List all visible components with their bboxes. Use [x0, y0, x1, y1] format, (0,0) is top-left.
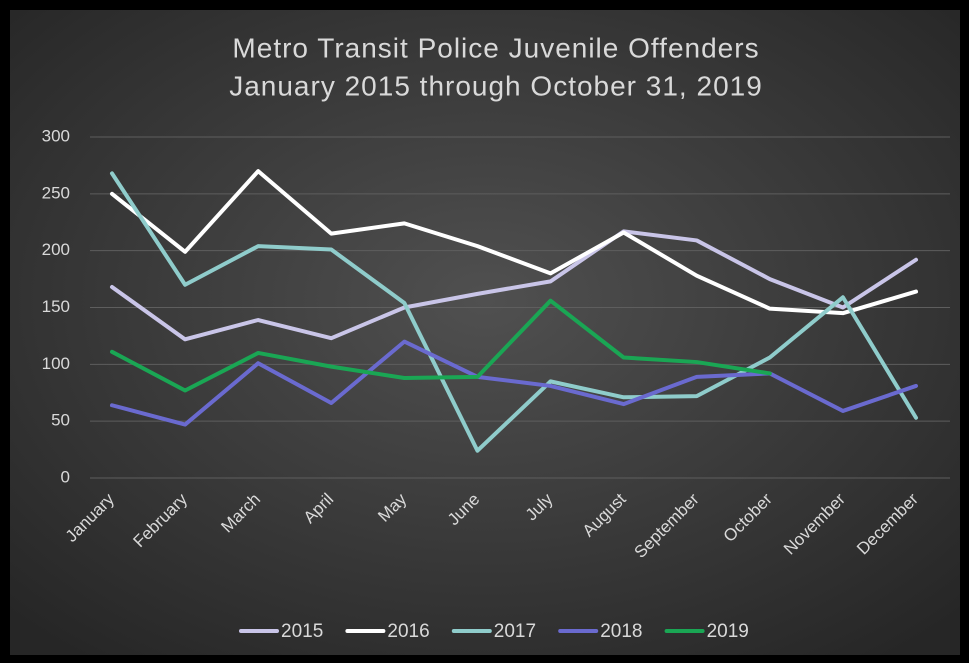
y-tick-label: 200 — [42, 240, 70, 259]
y-tick-label: 300 — [42, 126, 70, 145]
legend-label: 2015 — [281, 621, 323, 642]
y-tick-label: 0 — [61, 467, 70, 486]
chart-title: Metro Transit Police Juvenile Offenders — [232, 32, 759, 63]
legend-label: 2016 — [387, 621, 429, 642]
legend-label: 2019 — [707, 621, 749, 642]
chart-subtitle: January 2015 through October 31, 2019 — [229, 70, 763, 101]
series-line — [110, 171, 918, 453]
y-tick-label: 50 — [51, 411, 70, 430]
series-line — [110, 339, 918, 427]
y-tick-label: 150 — [42, 297, 70, 316]
series-line — [110, 298, 772, 393]
y-tick-label: 100 — [42, 354, 70, 373]
y-tick-label: 250 — [42, 183, 70, 202]
chart-background — [10, 10, 960, 655]
legend-label: 2017 — [494, 621, 536, 642]
series-line — [110, 229, 918, 342]
legend-label: 2018 — [600, 621, 642, 642]
series-line — [110, 169, 918, 316]
